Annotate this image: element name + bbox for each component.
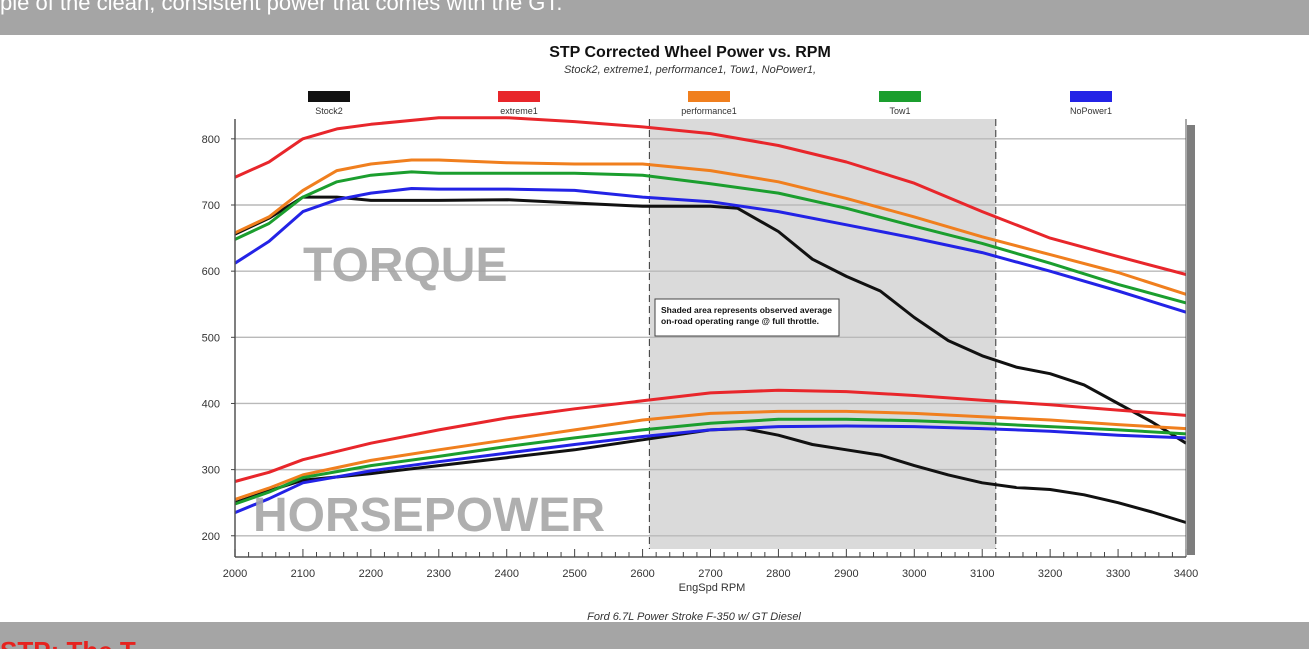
x-tick-label: 2200 [359,568,383,580]
legend-label-tow1: Tow1 [889,106,910,116]
x-tick-label: 2300 [427,568,451,580]
annotation-box [654,298,840,337]
y-tick-label: 600 [202,266,220,278]
x-tick-label: 2100 [291,568,315,580]
bottom-banner-text: STP: The T [0,636,136,649]
y-tick-label: 800 [202,134,220,146]
top-banner-text: ple of the clean, consistent power that … [0,0,563,15]
chart-subtitle: Stock2, extreme1, performance1, Tow1, No… [564,64,816,76]
x-tick-label: 2800 [766,568,790,580]
legend-label-extreme1: extreme1 [500,106,538,116]
x-axis-label: EngSpd RPM [679,582,746,594]
y-tick-label: 700 [202,200,220,212]
x-tick-label: 3400 [1174,568,1198,580]
annotation-line-1: Shaded area represents observed average [661,305,832,315]
torque-line-extreme1 [234,116,1187,276]
torque-line-tow1 [234,170,1187,305]
y-tick-label: 300 [202,465,220,477]
legend-swatch-tow1 [879,91,921,102]
top-banner: ple of the clean, consistent power that … [0,0,1309,35]
legend-label-stock2: Stock2 [315,106,343,116]
x-tick-label: 2400 [494,568,518,580]
y-tick-label: 500 [202,332,220,344]
x-tick-label: 2900 [834,568,858,580]
legend-swatch-performance1 [688,91,730,102]
legend-swatch-extreme1 [498,91,540,102]
horsepower-line-tow1 [234,417,1187,506]
legend-swatch-nopower1 [1070,91,1112,102]
legend-label-performance1: performance1 [681,106,737,116]
annotation-line-2: on-road operating range @ full throttle. [661,316,819,326]
x-tick-label: 3300 [1106,568,1130,580]
torque-line-nopower1 [234,187,1187,314]
torque-line-performance1 [234,158,1187,296]
x-tick-label: 3000 [902,568,926,580]
horsepower-line-stock2 [234,427,1187,524]
horsepower-line-performance1 [234,409,1187,501]
bottom-banner: STP: The T [0,622,1309,649]
x-tick-label: 2000 [223,568,247,580]
chart-footer: Ford 6.7L Power Stroke F-350 w/ GT Diese… [587,611,801,622]
legend-swatch-stock2 [308,91,350,102]
torque-line-stock2 [234,195,1187,445]
torque-label: TORQUE [303,239,507,292]
power-chart: 2000 2100 2200 2300 2400 2500 2600 2700 2800 2900… [170,35,1205,622]
x-tick-label: 2600 [630,568,654,580]
x-tick-label: 2700 [698,568,722,580]
x-tick-label: 2500 [562,568,586,580]
chart-right-edge [1187,125,1195,555]
x-tick-label: 3100 [970,568,994,580]
y-tick-label: 400 [202,398,220,410]
horsepower-line-nopower1 [234,424,1187,514]
x-tick-label: 3200 [1038,568,1062,580]
chart-title: STP Corrected Wheel Power vs. RPM [549,44,831,61]
horsepower-line-extreme1 [234,388,1187,483]
horsepower-label: HORSEPOWER [253,489,605,542]
legend-label-nopower1: NoPower1 [1070,106,1112,116]
y-tick-label: 200 [202,531,220,543]
